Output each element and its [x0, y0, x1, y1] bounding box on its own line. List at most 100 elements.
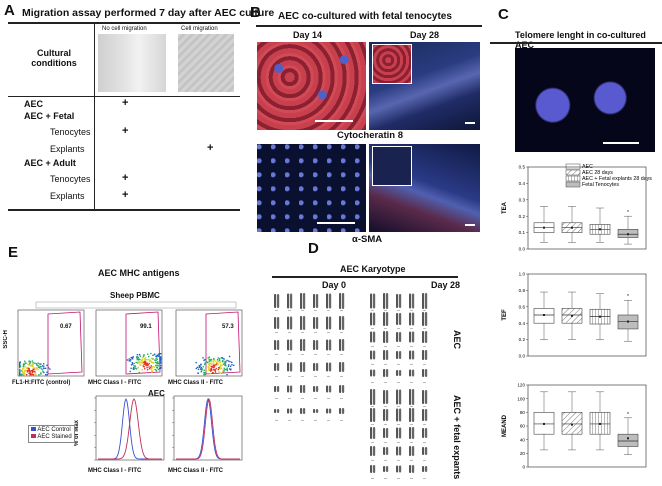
chromosome — [425, 350, 428, 360]
event-dot — [224, 362, 226, 364]
event-dot — [225, 368, 227, 371]
plus-fetal-tenocytes: + — [122, 125, 129, 137]
event-dot — [46, 374, 49, 376]
legend-stained: AEC Stained — [37, 434, 72, 440]
event-dot — [19, 374, 21, 376]
event-dot — [139, 362, 141, 364]
hist-frame — [173, 395, 243, 461]
chromosome — [373, 408, 376, 422]
y-tick-label: 0.4 — [519, 181, 526, 186]
chromosome-label-mark — [275, 310, 278, 311]
chromosome-label-mark — [327, 420, 330, 421]
chromosome — [399, 408, 402, 422]
event-dot — [148, 355, 150, 358]
event-dot — [40, 368, 43, 370]
chromosome — [303, 316, 306, 330]
event-dot — [229, 360, 231, 363]
event-dot — [154, 368, 157, 371]
chromosome-label-mark — [423, 460, 426, 461]
event-dot — [227, 365, 230, 368]
chromosome-label-mark — [423, 382, 426, 383]
legend-entry: AEC + Fetal explants 28 days — [582, 176, 652, 182]
histogram-2 — [172, 395, 243, 461]
plus-aec: + — [122, 97, 129, 109]
event-dot — [135, 361, 137, 364]
event-dot — [23, 372, 25, 375]
label-karyo-aec: AEC — [452, 330, 462, 350]
flow-plot-3 — [175, 309, 243, 377]
event-dot — [213, 357, 215, 360]
event-dot — [204, 372, 206, 374]
gate-polygon — [205, 311, 241, 375]
event-dot — [134, 367, 136, 369]
event-dot — [224, 360, 226, 363]
event-dot — [150, 361, 152, 363]
event-dot — [209, 361, 212, 363]
mean-marker — [571, 226, 573, 229]
chromosome — [399, 370, 402, 376]
chromosome — [373, 312, 376, 326]
chromosome — [313, 363, 316, 371]
plus-adult-tenocytes: + — [122, 172, 129, 184]
chromosome — [373, 427, 376, 439]
event-dot — [208, 369, 210, 372]
event-dot — [134, 365, 137, 367]
chromosome-label-mark — [384, 382, 387, 383]
event-dot — [138, 353, 141, 356]
chromosome — [422, 350, 425, 360]
legend-entry: AEC 28 days — [582, 170, 613, 176]
chromosome — [370, 389, 373, 405]
flow-frame — [17, 309, 85, 377]
panel-b-title: AEC co-cultured with fetal tenocytes — [278, 11, 452, 22]
event-dot — [226, 369, 228, 372]
chromosome — [290, 385, 293, 393]
chromosome — [396, 446, 399, 456]
event-dot — [228, 364, 230, 366]
panel-d-rule — [272, 276, 458, 278]
chromosome — [386, 331, 389, 343]
event-dot — [209, 369, 212, 371]
chromosome — [425, 447, 428, 455]
box-chart-meand: 0 20 40 60 80 100 120 MEAND * — [502, 383, 647, 470]
event-dot — [28, 362, 31, 365]
event-dot — [136, 358, 138, 361]
chromosome — [300, 408, 303, 414]
event-dot — [203, 373, 205, 375]
event-dot — [156, 364, 158, 366]
chromosome — [370, 408, 373, 422]
ssc-label: SSC-H — [3, 330, 9, 349]
chromosome-label-mark — [410, 406, 413, 407]
chromosome — [373, 446, 376, 456]
chromosome-label-mark — [301, 398, 304, 399]
event-dot — [49, 368, 51, 370]
box-charts: 0.0 0.1 0.2 0.3 0.4 0.5 TEA * 0.0 0.2 0.4 0.6 0.8 1.0… — [502, 165, 647, 470]
chromosome — [313, 386, 316, 392]
y-tick-label: 0.6 — [519, 304, 526, 309]
chromosome-label-mark — [314, 354, 317, 355]
event-dot — [160, 362, 162, 364]
chromosome-label-mark — [314, 376, 317, 377]
plus-fetal-explants: + — [207, 142, 214, 154]
event-dot — [31, 370, 34, 372]
event-dot — [30, 369, 33, 372]
event-dot — [213, 365, 216, 367]
event-dot — [202, 357, 204, 359]
chromosome — [290, 316, 293, 330]
flow-xlabel-3: MHC Class II - FITC — [168, 380, 224, 386]
event-dot — [156, 362, 158, 364]
chromosome — [425, 312, 428, 326]
chromosome — [313, 317, 316, 329]
event-dot — [29, 364, 32, 367]
hist-xlabel-2: MHC Class II - FITC — [168, 468, 224, 474]
chromosome — [339, 339, 342, 351]
event-dot — [35, 368, 37, 371]
flow-frame — [95, 309, 163, 377]
chromosome — [409, 408, 412, 422]
chromosome — [422, 390, 425, 404]
event-dot — [160, 357, 162, 359]
event-dot — [224, 364, 226, 366]
chromosome — [373, 465, 376, 473]
event-dot — [152, 354, 154, 357]
event-dot — [132, 356, 134, 358]
